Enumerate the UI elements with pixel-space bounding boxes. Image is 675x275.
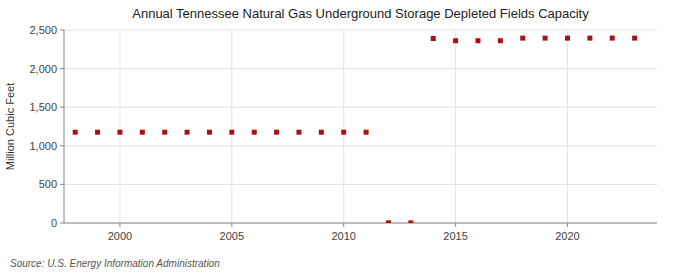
x-tick xyxy=(231,223,232,227)
y-axis-line xyxy=(64,30,65,223)
point xyxy=(610,36,615,41)
point xyxy=(498,38,503,43)
point xyxy=(632,36,637,41)
x-grid-line xyxy=(343,30,344,223)
point xyxy=(386,220,391,223)
y-tick xyxy=(60,68,64,69)
point xyxy=(162,130,167,135)
x-grid-line xyxy=(455,30,456,223)
x-grid-line xyxy=(119,30,120,223)
point xyxy=(117,130,122,135)
chart: 0 500 1,000 1,500 2,000 2,500 2000 2005 2010 2015… xyxy=(0,0,675,275)
point xyxy=(520,36,525,41)
point xyxy=(140,130,145,135)
y-grid-line xyxy=(64,68,657,69)
point xyxy=(185,130,190,135)
point xyxy=(543,36,548,41)
point xyxy=(73,130,78,135)
x-tick-label: 2000 xyxy=(108,230,132,242)
y-tick xyxy=(60,184,64,185)
x-grid-line xyxy=(567,30,568,223)
point xyxy=(408,220,413,223)
x-grid-line xyxy=(231,30,232,223)
points xyxy=(73,36,637,223)
point xyxy=(565,36,570,41)
y-grid-line xyxy=(64,223,657,224)
x-tick xyxy=(567,223,568,227)
title: Annual Tennessee Natural Gas Underground… xyxy=(132,6,589,21)
y-tick-label: 0 xyxy=(51,217,57,229)
point xyxy=(274,130,279,135)
y-grid-line xyxy=(64,30,657,31)
y-tick-label: 2,000 xyxy=(29,63,57,75)
y-grid-line xyxy=(64,107,657,108)
x-tick-label: 2005 xyxy=(220,230,244,242)
x-tick-label: 2010 xyxy=(331,230,355,242)
x-tick xyxy=(343,223,344,227)
y-axis-label: Million Cubic Feet xyxy=(4,83,16,170)
point xyxy=(475,38,480,43)
x-tick xyxy=(455,223,456,227)
x-axis-line xyxy=(64,223,657,224)
point xyxy=(229,130,234,135)
point xyxy=(587,36,592,41)
y-grid-line xyxy=(64,145,657,146)
point xyxy=(453,38,458,43)
point xyxy=(95,130,100,135)
x-tick-label: 2015 xyxy=(443,230,467,242)
source-note: Source: U.S. Energy Information Administ… xyxy=(10,258,220,269)
y-tick xyxy=(60,145,64,146)
point xyxy=(207,130,212,135)
point xyxy=(341,130,346,135)
x-tick xyxy=(119,223,120,227)
y-tick-label: 2,500 xyxy=(29,24,57,36)
x-tick-label: 2020 xyxy=(555,230,579,242)
point xyxy=(252,130,257,135)
y-tick-label: 1,500 xyxy=(29,101,57,113)
y-tick-label: 500 xyxy=(39,178,57,190)
point xyxy=(364,130,369,135)
point xyxy=(319,130,324,135)
point xyxy=(296,130,301,135)
y-tick-label: 1,000 xyxy=(29,140,57,152)
y-tick xyxy=(60,107,64,108)
grid xyxy=(64,30,657,223)
y-grid-line xyxy=(64,184,657,185)
point xyxy=(431,36,436,41)
y-tick xyxy=(60,223,64,224)
axes: 0 500 1,000 1,500 2,000 2,500 2000 2005 2010 2015… xyxy=(29,24,657,242)
y-tick xyxy=(60,30,64,31)
